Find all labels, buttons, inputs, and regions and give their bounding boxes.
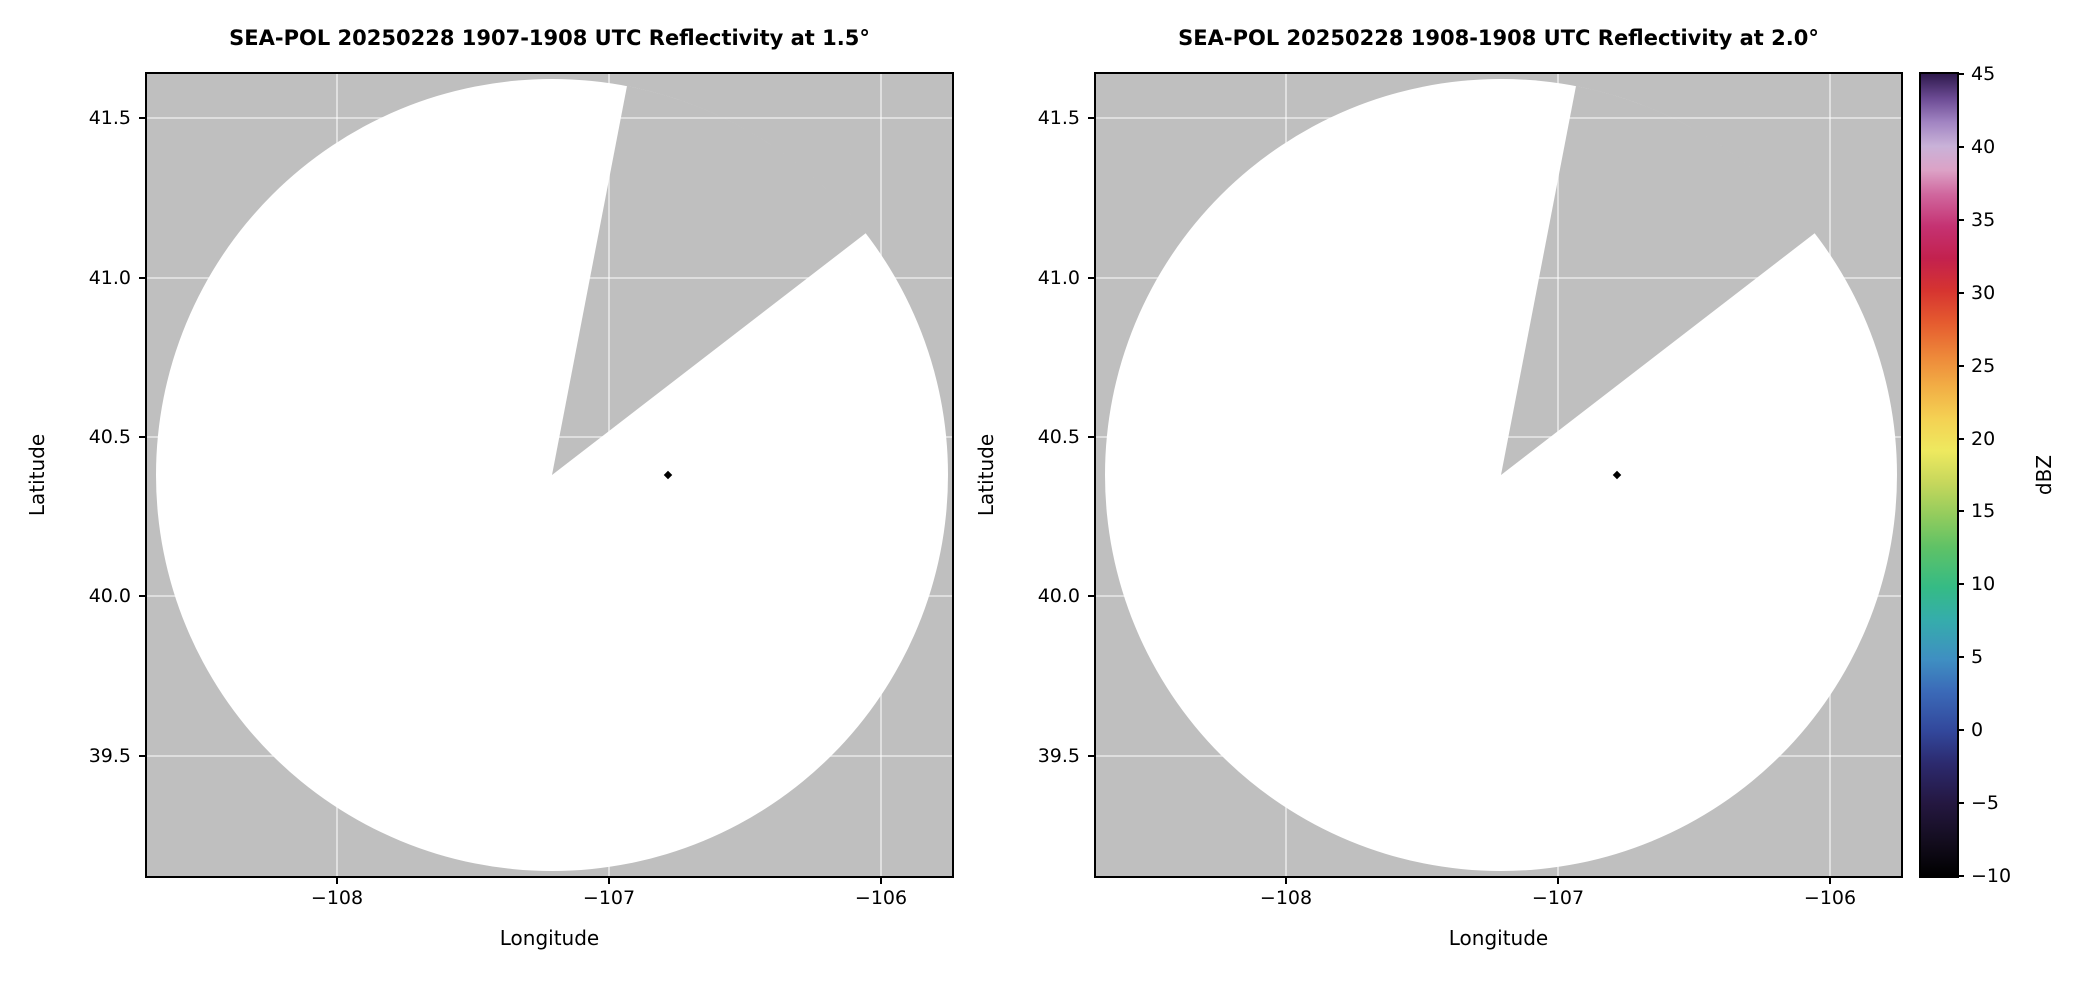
y-tick-mark bbox=[1088, 117, 1096, 119]
x-tick-label: −106 bbox=[1803, 887, 1857, 909]
y-tick-mark bbox=[139, 755, 147, 757]
colorbar-tick-label: 40 bbox=[1971, 136, 1996, 158]
colorbar-tick-label: 25 bbox=[1971, 355, 1996, 377]
y-tick-mark bbox=[139, 277, 147, 279]
panel-right: SEA-POL 20250228 1908-1908 UTC Reflectiv… bbox=[974, 26, 1903, 950]
x-tick-label: −107 bbox=[582, 887, 636, 909]
colorbar-tick-label: −5 bbox=[1971, 792, 2000, 814]
y-tick-label: 41.0 bbox=[88, 267, 131, 289]
radar-ppi-svg bbox=[1096, 74, 1901, 876]
x-tick-label: −108 bbox=[1259, 887, 1313, 909]
colorbar-tick-label: 45 bbox=[1971, 63, 1996, 85]
y-tick-mark bbox=[139, 595, 147, 597]
colorbar-tick-mark bbox=[1957, 73, 1964, 75]
colorbar-tick-mark bbox=[1957, 583, 1964, 585]
y-tick-label: 39.5 bbox=[1037, 745, 1080, 767]
x-axis-label: Longitude bbox=[1448, 926, 1549, 950]
x-tick-label: −107 bbox=[1531, 887, 1585, 909]
x-tick-mark bbox=[336, 876, 338, 884]
panel-left-plot-area bbox=[145, 72, 954, 878]
y-tick-mark bbox=[1088, 277, 1096, 279]
colorbar: 45 40 35 30 25 20 15 10 5 0 −5 −10 dBZ bbox=[1919, 63, 2096, 887]
y-axis-label: Latitude bbox=[25, 433, 49, 517]
y-tick-label: 41.5 bbox=[88, 107, 131, 129]
colorbar-tick-mark bbox=[1957, 219, 1964, 221]
blocked-sector-wedge bbox=[1501, 86, 1815, 475]
y-tick-mark bbox=[1088, 595, 1096, 597]
y-tick-label: 40.0 bbox=[88, 585, 131, 607]
x-tick-mark bbox=[880, 876, 882, 884]
x-tick-mark bbox=[1557, 876, 1559, 884]
panel-right-title: SEA-POL 20250228 1908-1908 UTC Reflectiv… bbox=[1178, 26, 1819, 50]
colorbar-tick-label: 15 bbox=[1971, 500, 1996, 522]
y-tick-label: 41.5 bbox=[1037, 107, 1080, 129]
colorbar-tick-label: −10 bbox=[1971, 865, 2012, 887]
y-tick-mark bbox=[139, 436, 147, 438]
gridlines bbox=[147, 74, 952, 876]
y-tick-label: 40.5 bbox=[88, 426, 131, 448]
y-tick-label: 40.0 bbox=[1037, 585, 1080, 607]
y-tick-label: 41.0 bbox=[1037, 267, 1080, 289]
colorbar-tick-mark bbox=[1957, 802, 1964, 804]
colorbar-tick-label: 0 bbox=[1971, 719, 1984, 741]
y-tick-label: 40.5 bbox=[1037, 426, 1080, 448]
colorbar-tick-mark bbox=[1957, 656, 1964, 658]
colorbar-tick-mark bbox=[1957, 365, 1964, 367]
y-tick-mark bbox=[1088, 755, 1096, 757]
colorbar-tick-label: 20 bbox=[1971, 428, 1996, 450]
panel-right-plot-area bbox=[1094, 72, 1903, 878]
x-tick-label: −108 bbox=[310, 887, 364, 909]
echo-point bbox=[663, 470, 673, 480]
y-tick-mark bbox=[1088, 436, 1096, 438]
x-tick-label: −106 bbox=[854, 887, 908, 909]
colorbar-frame bbox=[1919, 72, 1959, 878]
colorbar-gradient bbox=[1921, 74, 1957, 876]
y-tick-mark bbox=[139, 117, 147, 119]
y-tick-label: 39.5 bbox=[88, 745, 131, 767]
echo-point bbox=[1612, 470, 1622, 480]
y-axis-label: Latitude bbox=[974, 433, 998, 517]
colorbar-tick-label: 5 bbox=[1971, 646, 1984, 668]
x-tick-mark bbox=[608, 876, 610, 884]
colorbar-tick-mark bbox=[1957, 729, 1964, 731]
x-tick-mark bbox=[1829, 876, 1831, 884]
colorbar-tick-label: 30 bbox=[1971, 282, 1996, 304]
colorbar-tick-mark bbox=[1957, 292, 1964, 294]
x-axis-label: Longitude bbox=[499, 926, 600, 950]
colorbar-tick-mark bbox=[1957, 510, 1964, 512]
colorbar-axis-label: dBZ bbox=[2032, 454, 2056, 496]
gridlines bbox=[1096, 74, 1901, 876]
colorbar-tick-mark bbox=[1957, 875, 1964, 877]
colorbar-tick-mark bbox=[1957, 438, 1964, 440]
panel-left-title: SEA-POL 20250228 1907-1908 UTC Reflectiv… bbox=[229, 26, 870, 50]
colorbar-tick-label: 10 bbox=[1971, 573, 1996, 595]
x-tick-mark bbox=[1285, 876, 1287, 884]
blocked-sector-wedge bbox=[552, 86, 866, 475]
colorbar-tick-label: 35 bbox=[1971, 209, 1996, 231]
colorbar-tick-mark bbox=[1957, 146, 1964, 148]
panel-left: SEA-POL 20250228 1907-1908 UTC Reflectiv… bbox=[25, 26, 954, 950]
radar-ppi-svg bbox=[147, 74, 952, 876]
